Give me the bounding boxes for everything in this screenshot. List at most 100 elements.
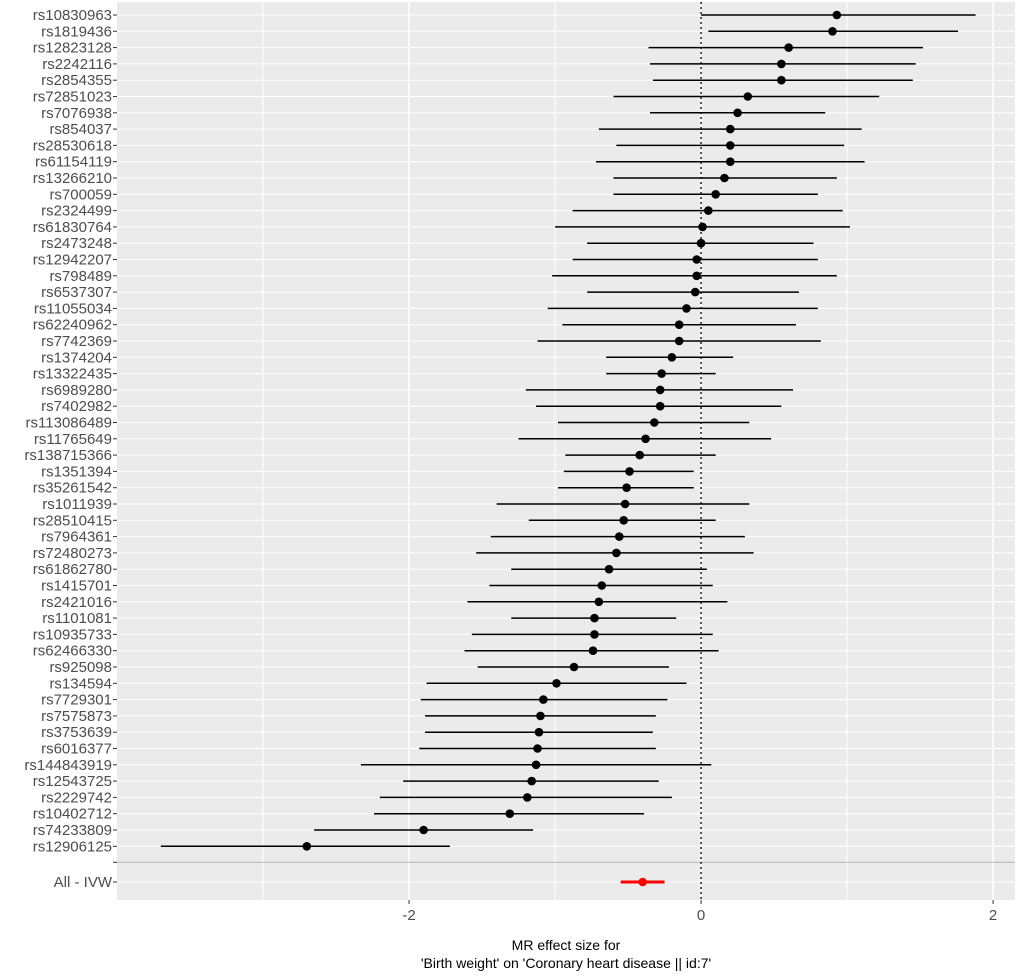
snp-label: rs13266210 bbox=[33, 170, 112, 187]
snp-label: rs12906125 bbox=[33, 838, 112, 855]
x-axis: -2 0 2 bbox=[402, 900, 997, 924]
estimate-point bbox=[784, 43, 793, 52]
estimate-point bbox=[619, 516, 628, 525]
y-axis-labels: rs10830963rs1819436rs12823128rs2242116rs… bbox=[24, 7, 117, 891]
snp-label: rs61154119 bbox=[35, 154, 112, 171]
snp-label: rs1374204 bbox=[41, 349, 112, 366]
snp-label: rs7402982 bbox=[41, 398, 112, 415]
estimate-point bbox=[655, 401, 665, 411]
snp-label: rs1011939 bbox=[42, 496, 112, 513]
snp-label: rs12823128 bbox=[33, 40, 112, 57]
snp-label: rs2854355 bbox=[41, 72, 112, 89]
snp-label: rs10402712 bbox=[33, 806, 112, 823]
snp-label: rs2242116 bbox=[42, 56, 112, 73]
snp-label: rs7076938 bbox=[41, 105, 112, 122]
snp-label: rs11055034 bbox=[34, 300, 112, 317]
snp-label: rs10830963 bbox=[33, 7, 112, 24]
estimate-point bbox=[733, 108, 742, 118]
estimate-point bbox=[614, 532, 624, 541]
estimate-point bbox=[743, 92, 753, 101]
estimate-point bbox=[698, 222, 707, 232]
estimate-point bbox=[704, 206, 713, 215]
estimate-point bbox=[625, 467, 634, 476]
estimate-point bbox=[590, 613, 599, 623]
estimate-point bbox=[531, 760, 541, 770]
snp-label: rs12543725 bbox=[33, 773, 112, 790]
estimate-point bbox=[302, 842, 312, 851]
estimate-point bbox=[635, 450, 645, 460]
summary-label: All - IVW bbox=[54, 874, 113, 891]
snp-label: rs61830764 bbox=[33, 219, 112, 236]
estimate-point bbox=[594, 597, 604, 607]
x-tick-label: 2 bbox=[989, 907, 997, 924]
estimate-point bbox=[725, 124, 735, 134]
snp-label: rs144843919 bbox=[24, 757, 112, 774]
snp-label: rs1351394 bbox=[41, 463, 112, 480]
estimate-point bbox=[682, 304, 691, 313]
summary-point bbox=[638, 877, 647, 887]
estimate-point bbox=[657, 369, 666, 378]
estimate-point bbox=[597, 581, 607, 590]
estimate-point bbox=[534, 727, 544, 737]
snp-label: rs7575873 bbox=[41, 708, 112, 725]
snp-label: rs62466330 bbox=[33, 643, 112, 660]
snp-label: rs72851023 bbox=[33, 89, 112, 106]
estimate-point bbox=[539, 695, 548, 704]
snp-label: rs854037 bbox=[49, 121, 112, 138]
estimate-point bbox=[590, 630, 599, 639]
estimate-point bbox=[720, 173, 729, 183]
estimate-point bbox=[612, 548, 621, 558]
snp-label: rs2229742 bbox=[41, 789, 112, 806]
x-tick-label: 0 bbox=[697, 907, 705, 924]
snp-label: rs28510415 bbox=[33, 512, 112, 529]
estimate-point bbox=[674, 336, 684, 346]
estimate-point bbox=[505, 809, 515, 818]
estimate-point bbox=[552, 679, 561, 688]
snp-label: rs134594 bbox=[49, 675, 112, 692]
x-tick-label: -2 bbox=[402, 907, 415, 924]
snp-label: rs6989280 bbox=[41, 382, 112, 399]
estimate-point bbox=[692, 255, 701, 264]
estimate-point bbox=[777, 75, 786, 85]
snp-label: rs138715366 bbox=[24, 447, 112, 464]
snp-label: rs13322435 bbox=[33, 366, 112, 383]
snp-label: rs7742369 bbox=[41, 333, 112, 350]
estimate-point bbox=[832, 10, 842, 20]
estimate-point bbox=[533, 744, 542, 753]
snp-label: rs113086489 bbox=[26, 415, 112, 432]
estimate-point bbox=[725, 141, 735, 150]
estimate-point bbox=[777, 59, 786, 69]
snp-label: rs28530618 bbox=[33, 137, 112, 154]
x-axis-title-line2: 'Birth weight' on 'Coronary heart diseas… bbox=[421, 955, 711, 971]
estimate-point bbox=[711, 190, 720, 199]
estimate-point bbox=[536, 711, 545, 721]
estimate-point bbox=[667, 353, 677, 362]
estimate-point bbox=[650, 418, 659, 427]
snp-label: rs62240962 bbox=[33, 317, 112, 334]
snp-label: rs72480273 bbox=[33, 545, 112, 562]
snp-label: rs6537307 bbox=[41, 284, 112, 301]
snp-label: rs1415701 bbox=[41, 578, 112, 595]
snp-label: rs35261542 bbox=[33, 480, 112, 497]
snp-label: rs2324499 bbox=[41, 203, 112, 220]
snp-label: rs10935733 bbox=[33, 626, 112, 643]
x-axis-title-line1: MR effect size for bbox=[512, 937, 621, 953]
plot-panel bbox=[117, 2, 1015, 900]
estimate-point bbox=[674, 320, 684, 330]
snp-label: rs7729301 bbox=[41, 692, 112, 709]
estimate-point bbox=[725, 157, 735, 166]
estimate-point bbox=[604, 564, 614, 574]
estimate-point bbox=[828, 27, 837, 36]
snp-label: rs74233809 bbox=[33, 822, 112, 839]
estimate-point bbox=[641, 434, 650, 444]
snp-label: rs2473248 bbox=[41, 235, 112, 252]
snp-label: rs700059 bbox=[49, 186, 112, 203]
snp-label: rs2421016 bbox=[41, 594, 112, 611]
snp-label: rs1101081 bbox=[42, 610, 112, 627]
snp-label: rs798489 bbox=[49, 268, 112, 285]
estimate-point bbox=[690, 287, 700, 297]
snp-label: rs11765649 bbox=[34, 431, 112, 448]
estimate-point bbox=[620, 499, 630, 509]
estimate-point bbox=[527, 776, 536, 786]
